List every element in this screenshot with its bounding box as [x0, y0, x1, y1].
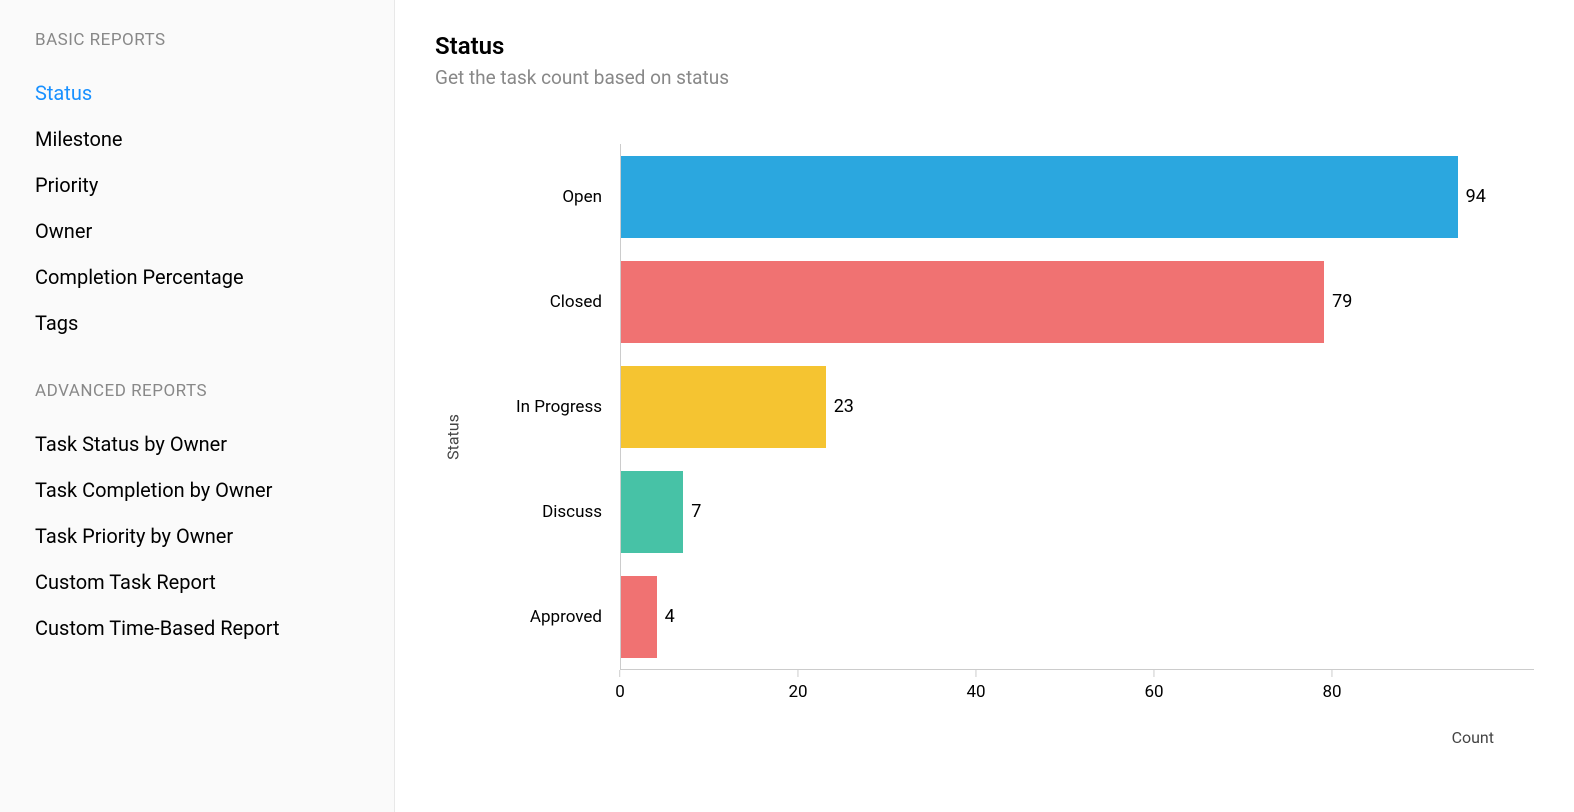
chart-bar	[621, 576, 657, 658]
chart-category-label: In Progress	[490, 397, 620, 417]
chart-category-label: Closed	[490, 292, 620, 312]
main-content: Status Get the task count based on statu…	[395, 0, 1574, 812]
chart-category-label: Discuss	[490, 502, 620, 522]
x-tick-mark	[1153, 670, 1154, 677]
sidebar-item-tags[interactable]: Tags	[35, 300, 394, 346]
chart-value-label: 23	[834, 396, 854, 417]
x-tick-label: 80	[1322, 682, 1341, 702]
sidebar-section: ADVANCED REPORTSTask Status by OwnerTask…	[35, 381, 394, 651]
sidebar-item-task-priority-by-owner[interactable]: Task Priority by Owner	[35, 513, 394, 559]
chart-category-label: Open	[490, 187, 620, 207]
chart-bar	[621, 366, 826, 448]
page-subtitle: Get the task count based on status	[435, 66, 1534, 89]
chart-category-label: Approved	[490, 607, 620, 627]
sidebar-item-custom-time-based-report[interactable]: Custom Time-Based Report	[35, 605, 394, 651]
chart-bar-wrapper: 23	[620, 354, 1534, 459]
chart-bar	[621, 261, 1324, 343]
x-tick: 60	[1144, 670, 1163, 702]
sidebar-item-task-completion-by-owner[interactable]: Task Completion by Owner	[35, 467, 394, 513]
sidebar-item-task-status-by-owner[interactable]: Task Status by Owner	[35, 421, 394, 467]
sidebar-item-owner[interactable]: Owner	[35, 208, 394, 254]
x-axis-label: Count	[1452, 728, 1494, 747]
y-axis-label: Status	[443, 414, 462, 460]
x-tick-label: 20	[788, 682, 807, 702]
x-tick-mark	[1331, 670, 1332, 677]
chart-bar	[621, 156, 1458, 238]
sidebar-section-header: ADVANCED REPORTS	[35, 381, 394, 401]
chart-value-label: 79	[1332, 291, 1352, 312]
sidebar: BASIC REPORTS StatusMilestonePriorityOwne…	[0, 0, 395, 812]
chart-bar-wrapper: 79	[620, 249, 1534, 354]
x-tick-label: 40	[966, 682, 985, 702]
x-tick-mark	[975, 670, 976, 677]
chart-bar-wrapper: 94	[620, 144, 1534, 249]
sidebar-item-milestone[interactable]: Milestone	[35, 116, 394, 162]
sidebar-section-header: BASIC REPORTS	[35, 30, 394, 50]
x-tick-label: 0	[615, 682, 625, 702]
sidebar-section: BASIC REPORTS StatusMilestonePriorityOwne…	[35, 30, 394, 346]
chart-row: Closed 79	[490, 249, 1534, 354]
x-tick: 80	[1322, 670, 1341, 702]
sidebar-item-priority[interactable]: Priority	[35, 162, 394, 208]
sidebar-item-custom-task-report[interactable]: Custom Task Report	[35, 559, 394, 605]
chart-area: Open 94 Closed 79 In Progress 23 Discuss 7 Appro…	[490, 144, 1534, 669]
x-axis: Count 020406080	[620, 669, 1534, 729]
chart-row: Open 94	[490, 144, 1534, 249]
chart-value-label: 94	[1466, 186, 1486, 207]
status-chart: Status Open 94 Closed 79 In Progress 23 Discus…	[435, 144, 1534, 729]
chart-row: Approved 4	[490, 564, 1534, 669]
chart-bar-wrapper: 4	[620, 564, 1534, 669]
chart-value-label: 4	[665, 606, 675, 627]
chart-row: In Progress 23	[490, 354, 1534, 459]
page-title: Status	[435, 32, 1534, 60]
sidebar-item-status[interactable]: Status	[35, 70, 394, 116]
chart-bar-wrapper: 7	[620, 459, 1534, 564]
chart-value-label: 7	[691, 501, 701, 522]
chart-row: Discuss 7	[490, 459, 1534, 564]
x-tick: 20	[788, 670, 807, 702]
x-tick-mark	[620, 670, 621, 677]
x-tick: 0	[615, 670, 625, 702]
x-tick-mark	[797, 670, 798, 677]
x-tick: 40	[966, 670, 985, 702]
chart-bar	[621, 471, 683, 553]
x-tick-label: 60	[1144, 682, 1163, 702]
sidebar-item-completion-percentage[interactable]: Completion Percentage	[35, 254, 394, 300]
